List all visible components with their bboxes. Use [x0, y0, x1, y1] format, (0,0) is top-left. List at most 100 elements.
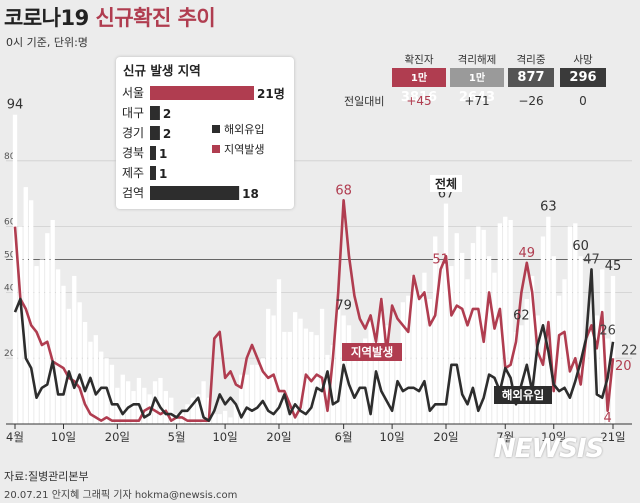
y-tick-label: 50	[4, 251, 16, 261]
summary-value-badge: 1만 3816	[392, 68, 446, 105]
total-bar	[88, 341, 93, 424]
total-bar	[174, 414, 179, 424]
total-bar	[556, 295, 562, 424]
total-bar	[363, 338, 368, 424]
total-tag-bg	[429, 175, 462, 192]
total-bar	[562, 279, 567, 424]
summary-value: 296	[569, 70, 597, 85]
total-bar	[470, 243, 476, 424]
region-name: 제주	[122, 166, 144, 180]
summary-column: 확진자 1만 3816 +45	[392, 52, 446, 111]
summary-delta: −26	[518, 94, 544, 108]
total-bar	[481, 229, 486, 424]
total-bar	[50, 220, 55, 424]
y-tick-label: 60	[4, 218, 16, 228]
total-bar	[109, 364, 115, 424]
legend-local-swatch	[212, 145, 220, 153]
total-bar	[551, 256, 556, 424]
total-bar	[583, 338, 589, 424]
summary-value-prefix: 1만	[468, 73, 486, 84]
total-bar	[400, 302, 406, 424]
summary-label: 확진자	[404, 54, 434, 66]
total-bar	[142, 387, 147, 424]
title-plain: 코로나19	[4, 6, 89, 30]
total-bar	[384, 325, 389, 424]
summary-value-badge: 296	[560, 68, 606, 87]
total-bar	[169, 397, 174, 424]
region-value: 2	[163, 107, 171, 121]
total-bar	[152, 381, 158, 424]
total-bar	[158, 377, 163, 424]
local-peak-label: 20	[615, 359, 632, 374]
region-bar	[150, 126, 160, 140]
total-bar	[459, 252, 465, 424]
local-peak-label: 49	[519, 246, 536, 261]
total-bar	[185, 404, 190, 424]
total-bar	[61, 285, 66, 424]
total-bar	[379, 298, 384, 424]
total-bar	[93, 335, 98, 424]
region-value: 1	[159, 147, 167, 161]
total-peak-label: 94	[7, 98, 24, 113]
total-bar	[260, 358, 265, 424]
summary-column: 격리해제 1만 2643 +71	[450, 52, 504, 111]
total-bar	[190, 397, 195, 424]
local-tag-bg	[342, 343, 402, 361]
total-bar	[82, 322, 88, 424]
total-peak-label: 62	[513, 308, 530, 323]
total-bar	[233, 404, 239, 424]
total-bar	[589, 331, 594, 424]
total-bar	[34, 266, 39, 424]
region-value: 1	[159, 167, 167, 181]
total-bar	[346, 325, 352, 424]
total-bar	[282, 331, 287, 424]
region-value: 21명	[257, 87, 285, 101]
total-bar	[573, 223, 578, 424]
region-name: 대구	[122, 106, 144, 120]
total-bar	[416, 292, 422, 424]
total-bar	[147, 394, 152, 424]
total-bar	[513, 331, 519, 424]
x-tick-label: 10일	[541, 430, 566, 444]
x-tick-label: 10일	[212, 430, 237, 444]
total-bar	[266, 308, 271, 424]
local-peak-label: 68	[335, 183, 352, 198]
total-bar	[292, 312, 298, 424]
total-bar	[287, 331, 292, 424]
total-bar	[196, 394, 201, 424]
total-bar	[503, 216, 508, 424]
y-tick-label: 20	[4, 349, 16, 359]
total-bar	[23, 187, 28, 424]
total-bar	[276, 279, 282, 424]
total-bar	[309, 331, 314, 424]
x-tick-label: 5월	[168, 430, 186, 444]
total-peak-label: 45	[605, 259, 622, 274]
total-bar	[120, 374, 125, 424]
delta-row-label: 전일대비	[344, 95, 385, 108]
overseas-tag-bg	[494, 386, 552, 404]
total-peak-label: 60	[572, 239, 589, 254]
total-tag-label: 전체	[435, 176, 457, 191]
summary-value-badge: 877	[508, 68, 554, 87]
total-bar	[368, 322, 373, 424]
summary-delta: +71	[464, 94, 490, 108]
region-bar	[150, 86, 254, 100]
summary-delta: +45	[406, 94, 432, 108]
total-bar	[389, 354, 395, 424]
total-bar	[524, 298, 529, 424]
x-tick-label: 4월	[6, 430, 24, 444]
summary-label: 격리중	[516, 54, 546, 66]
source-note: 자료:질병관리본부	[4, 470, 89, 483]
total-bar	[427, 298, 432, 424]
total-bar	[228, 417, 233, 424]
region-name: 서울	[122, 86, 144, 100]
total-bar	[433, 236, 438, 424]
total-bar	[217, 414, 222, 424]
region-bar	[150, 166, 156, 180]
total-bar	[66, 308, 72, 424]
total-bar	[55, 269, 61, 424]
summary-value-badge: 1만 2643	[450, 68, 504, 105]
total-bar	[535, 315, 540, 424]
